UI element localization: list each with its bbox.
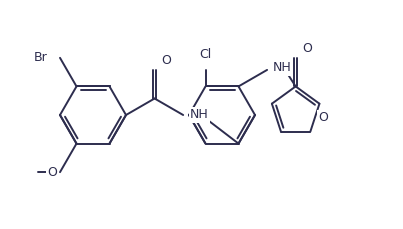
Text: O: O <box>303 42 313 55</box>
Text: NH: NH <box>273 61 292 74</box>
Text: O: O <box>318 111 328 124</box>
Text: O: O <box>162 55 171 68</box>
Text: Cl: Cl <box>199 48 212 61</box>
Text: O: O <box>47 166 57 179</box>
Text: Br: Br <box>33 51 47 64</box>
Text: NH: NH <box>190 109 209 122</box>
